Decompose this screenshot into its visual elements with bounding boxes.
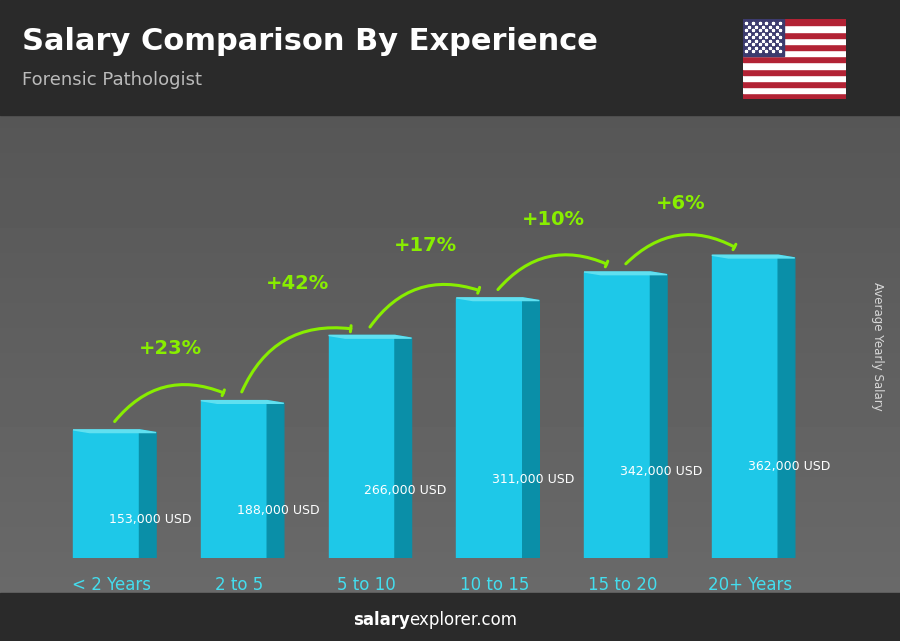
Text: Forensic Pathologist: Forensic Pathologist <box>22 71 202 89</box>
Text: +23%: +23% <box>139 339 202 358</box>
Text: < 2 Years: < 2 Years <box>72 576 150 594</box>
Polygon shape <box>778 255 795 560</box>
Bar <box>742 93 846 99</box>
Bar <box>584 272 651 558</box>
Bar <box>742 56 846 62</box>
Bar <box>742 62 846 69</box>
Text: +42%: +42% <box>266 274 329 293</box>
Bar <box>328 335 395 558</box>
Bar <box>712 255 778 558</box>
Text: explorer.com: explorer.com <box>410 612 518 629</box>
Text: Salary Comparison By Experience: Salary Comparison By Experience <box>22 27 598 56</box>
Bar <box>0 593 900 641</box>
Bar <box>742 75 846 81</box>
Bar <box>742 44 846 50</box>
Text: 5 to 10: 5 to 10 <box>338 576 396 594</box>
Bar <box>742 31 846 38</box>
Bar <box>742 69 846 75</box>
Polygon shape <box>201 401 284 403</box>
Bar <box>201 401 267 558</box>
Polygon shape <box>712 255 795 258</box>
Text: 2 to 5: 2 to 5 <box>215 576 263 594</box>
Text: 188,000 USD: 188,000 USD <box>237 504 320 517</box>
Text: 362,000 USD: 362,000 USD <box>748 460 830 474</box>
Text: 10 to 15: 10 to 15 <box>460 576 529 594</box>
Bar <box>742 26 846 31</box>
Text: +6%: +6% <box>656 194 706 213</box>
Text: +17%: +17% <box>394 237 457 255</box>
Polygon shape <box>267 401 284 560</box>
Text: 15 to 20: 15 to 20 <box>588 576 657 594</box>
Polygon shape <box>140 430 156 560</box>
Bar <box>742 81 846 87</box>
Text: 311,000 USD: 311,000 USD <box>492 473 574 487</box>
Text: 342,000 USD: 342,000 USD <box>620 465 702 478</box>
Bar <box>456 298 523 558</box>
Bar <box>742 19 784 56</box>
Text: 153,000 USD: 153,000 USD <box>109 513 192 526</box>
Bar <box>0 0 900 115</box>
Polygon shape <box>651 272 667 560</box>
Bar <box>73 430 140 558</box>
Polygon shape <box>73 430 156 433</box>
Polygon shape <box>523 298 539 560</box>
Bar <box>742 87 846 93</box>
Text: salary: salary <box>353 612 410 629</box>
Bar <box>742 38 846 44</box>
Bar <box>742 19 846 26</box>
Polygon shape <box>395 335 411 560</box>
Text: +10%: +10% <box>522 210 585 229</box>
Polygon shape <box>584 272 667 274</box>
Polygon shape <box>456 298 539 301</box>
Text: 20+ Years: 20+ Years <box>708 576 792 594</box>
Polygon shape <box>328 335 411 338</box>
Text: 266,000 USD: 266,000 USD <box>364 485 446 497</box>
Text: Average Yearly Salary: Average Yearly Salary <box>871 282 884 410</box>
Bar <box>742 50 846 56</box>
